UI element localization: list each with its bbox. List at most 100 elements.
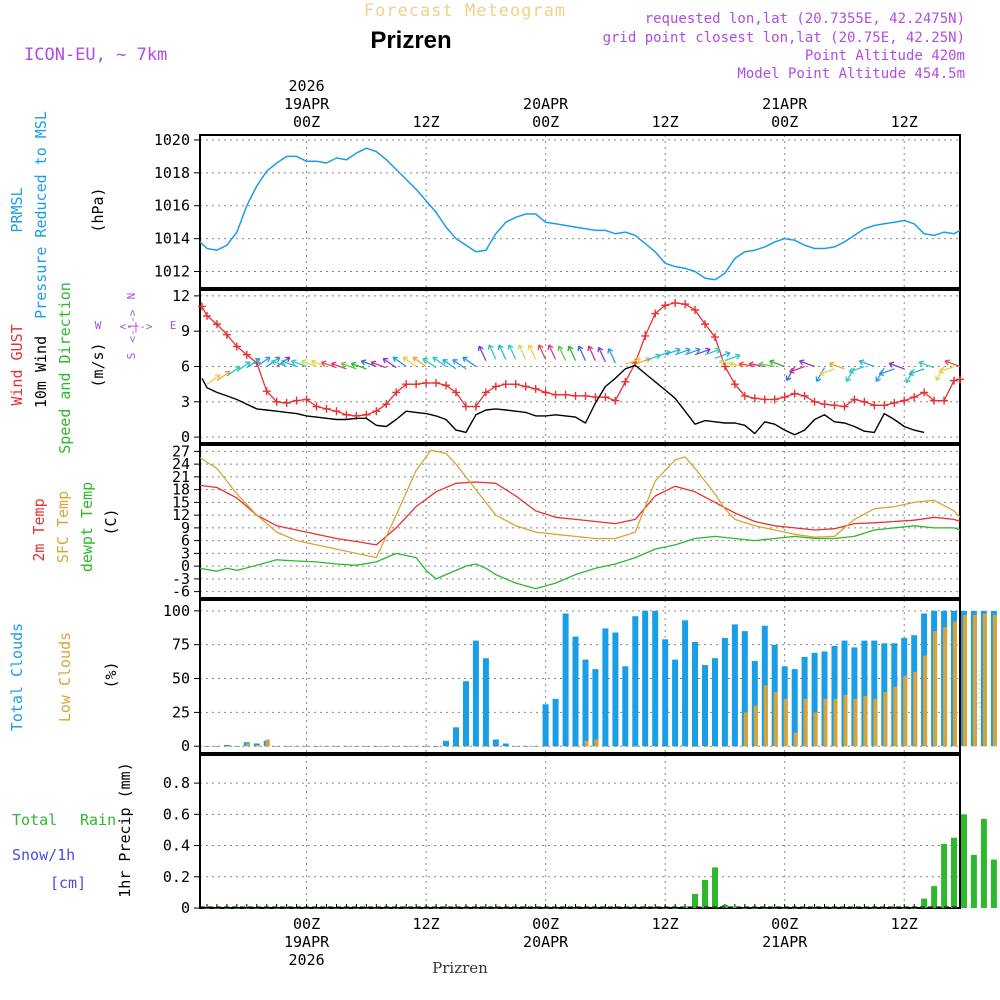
gust-marker	[531, 384, 540, 393]
bar-total-rain	[353, 908, 360, 909]
wind-direction-arrow	[905, 368, 915, 384]
bar-low-clouds	[694, 746, 698, 747]
ytick-label: 0	[181, 737, 190, 755]
bar-total-rain	[313, 908, 320, 909]
gust-marker	[312, 402, 321, 411]
bar-total-rain	[343, 908, 350, 909]
gust-marker	[197, 302, 206, 311]
bar-low-clouds	[295, 746, 300, 747]
gust-marker	[691, 306, 700, 315]
wind-direction-arrow	[694, 347, 711, 356]
bar-total-rain	[751, 908, 758, 909]
bar-total-clouds	[861, 640, 868, 747]
gust-marker	[730, 380, 739, 389]
bar-total-rain	[672, 908, 679, 909]
bar-low-clouds	[245, 743, 250, 747]
bar-total-rain	[562, 908, 569, 909]
bar-total-rain	[682, 906, 689, 908]
gust-marker	[342, 410, 351, 419]
wind-direction-arrow	[281, 359, 297, 368]
ytick-label: -3	[172, 570, 190, 588]
bar-total-clouds	[502, 743, 509, 747]
bar-total-rain	[761, 908, 768, 909]
gust-marker	[661, 301, 670, 310]
bar-total-clouds	[642, 610, 649, 747]
bar-low-clouds	[385, 746, 390, 747]
gust-marker	[940, 396, 949, 405]
panel-frame	[199, 754, 961, 909]
wind-direction-arrow	[785, 366, 796, 381]
compass-legend: N S W E <-|-><-|->	[95, 293, 177, 360]
top-axis-label: 12Z	[891, 113, 918, 131]
bar-total-clouds	[453, 727, 459, 747]
gust-marker	[880, 401, 889, 410]
bar-total-rain	[861, 908, 868, 909]
bar-total-rain	[393, 908, 400, 909]
bar-total-rain	[612, 908, 619, 909]
bar-low-clouds	[584, 740, 589, 747]
bar-low-clouds	[833, 698, 838, 747]
bar-total-rain	[741, 908, 748, 909]
wind-direction-arrow	[935, 366, 945, 381]
bar-total-clouds	[811, 652, 818, 747]
ytick-label: 0.2	[163, 868, 190, 886]
wind-direction-label: Speed and Direction	[56, 282, 74, 454]
bar-total-rain	[532, 908, 539, 909]
top-axis-label: 00Z	[293, 113, 320, 131]
bar-low-clouds	[305, 746, 310, 747]
snow-label: Snow/1h	[12, 846, 75, 864]
wind-direction-arrow	[918, 360, 935, 369]
bar-total-clouds	[223, 744, 230, 747]
gust-marker	[262, 387, 271, 396]
bar-low-clouds	[783, 698, 788, 747]
bar-total-clouds	[592, 669, 599, 747]
bar-low-clouds	[494, 746, 499, 747]
gust-marker	[740, 391, 749, 400]
ytick-label: 1018	[154, 164, 190, 182]
gust-marker	[900, 396, 909, 405]
pressure-panel: 1012 1014 1016 1018 1020	[154, 131, 961, 289]
bar-low-clouds	[664, 746, 669, 747]
ytick-label: 12	[172, 506, 190, 524]
gust-marker	[481, 388, 490, 397]
bar-low-clouds	[624, 746, 629, 747]
ytick-label: 18	[172, 481, 190, 499]
precip-rain-label: Rain	[80, 811, 116, 829]
pressure-label-2: Pressure Reduced to MSL	[32, 111, 50, 319]
gust-marker	[302, 395, 311, 404]
wind-panel: 0 3 6 9 12	[172, 287, 964, 446]
gust-marker	[920, 388, 929, 397]
bar-low-clouds	[335, 746, 340, 747]
bar-low-clouds	[793, 732, 798, 747]
gust-marker	[272, 397, 281, 406]
bar-low-clouds	[943, 627, 948, 747]
bar-total-rain	[931, 886, 938, 908]
pressure-unit: (hPa)	[89, 187, 107, 232]
bar-low-clouds	[714, 746, 718, 747]
bar-low-clouds	[773, 692, 778, 747]
wind-direction-arrow	[704, 347, 721, 356]
gust-marker	[830, 401, 839, 410]
bar-low-clouds	[554, 746, 559, 747]
bar-low-clouds	[654, 746, 659, 747]
bar-total-clouds	[851, 647, 858, 747]
gust-marker	[790, 389, 799, 398]
wind-direction-arrow	[271, 359, 287, 368]
ytick-label: 0.8	[163, 774, 190, 792]
gust-marker	[950, 376, 959, 385]
ytick-label: 9	[181, 519, 190, 537]
wind-direction-arrow	[684, 347, 701, 356]
bar-total-rain	[990, 859, 997, 908]
bar-total-rain	[662, 908, 669, 909]
bar-total-rain	[522, 908, 529, 909]
wind-direction-arrow	[724, 353, 741, 362]
bar-total-clouds	[253, 743, 260, 747]
ytick-label: 100	[163, 602, 190, 620]
bar-total-clouds	[582, 659, 589, 747]
wind-direction-arrow	[577, 345, 587, 361]
wind-direction-arrow	[848, 365, 865, 374]
model-label: ICON-EU, ~ 7km	[24, 45, 167, 65]
wind-direction-arrow	[607, 347, 616, 364]
bar-total-rain	[253, 908, 260, 909]
